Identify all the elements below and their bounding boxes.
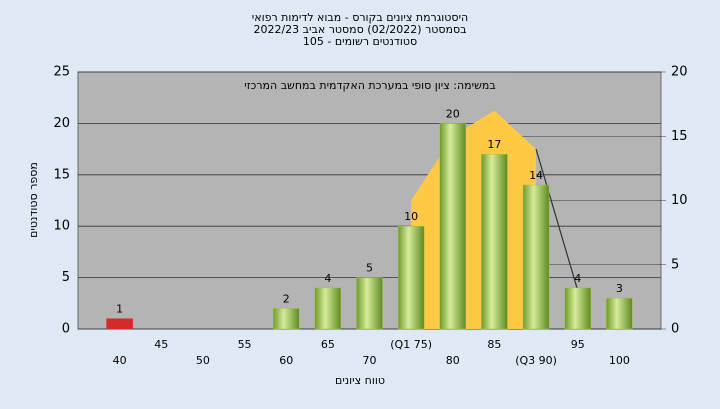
x-tick-label: 95 xyxy=(571,338,585,351)
data-label: 1 xyxy=(116,303,123,316)
x-tick-label: 60 xyxy=(279,354,293,367)
bar xyxy=(106,318,133,330)
x-tick-label: 45 xyxy=(154,338,168,351)
x-tick-label: 80 xyxy=(446,354,460,367)
data-label: 17 xyxy=(487,138,501,151)
data-label: 20 xyxy=(446,107,460,120)
annotation: במשימה: ציון סופי במערכת האקדמית במחשב ה… xyxy=(244,79,495,92)
x-tick-label: (Q1 75) xyxy=(390,338,432,351)
bar xyxy=(272,308,300,330)
data-label: 3 xyxy=(616,282,623,295)
y-tick-label: 25 xyxy=(53,65,70,80)
chart-title: היסטוגרמת ציונים בקורס - מבוא לדימות רפו… xyxy=(252,11,468,24)
x-tick-label: (Q3 90) xyxy=(515,354,557,367)
bar xyxy=(439,123,467,330)
x-axis-label: טווח ציונים xyxy=(335,374,385,387)
x-tick-label: 50 xyxy=(196,354,210,367)
bar xyxy=(314,287,342,330)
bar xyxy=(356,277,383,330)
x-tick-label: 70 xyxy=(363,354,377,367)
data-label: 14 xyxy=(529,169,543,182)
data-label: 5 xyxy=(366,262,373,275)
x-tick-label: 40 xyxy=(113,354,127,367)
data-label: 4 xyxy=(574,272,581,285)
data-label: 2 xyxy=(283,292,290,305)
data-label: 4 xyxy=(324,272,331,285)
line xyxy=(535,148,579,291)
y-tick-label: 0 xyxy=(62,322,70,337)
y2-tick-label: 0 xyxy=(671,322,679,337)
bar xyxy=(564,287,591,330)
y-axis-label: מספר סטודנטים xyxy=(27,162,40,238)
x-tick-label: 100 xyxy=(609,354,630,367)
bar xyxy=(397,225,425,330)
y-tick-label: 20 xyxy=(53,116,70,131)
x-tick-label: 65 xyxy=(321,338,335,351)
chart-subtitle: סטודנטים רשומים - 105 xyxy=(303,35,417,48)
bar xyxy=(606,297,633,330)
y-tick-label: 15 xyxy=(53,167,70,182)
bar xyxy=(481,153,508,330)
y2-tick-label: 20 xyxy=(671,65,688,80)
y2-tick-label: 10 xyxy=(671,193,688,208)
x-tick-label: 55 xyxy=(238,338,252,351)
bar xyxy=(522,184,550,330)
data-label: 10 xyxy=(404,210,418,223)
y2-tick-label: 5 xyxy=(671,257,679,272)
chart-subtitle: בסמסטר (02/2022) סמסטר אביב 2022/23 xyxy=(253,23,466,36)
y2-tick-label: 15 xyxy=(671,129,688,144)
y-tick-label: 5 xyxy=(62,270,70,285)
x-tick-label: 85 xyxy=(487,338,501,351)
y-tick-label: 10 xyxy=(53,219,70,234)
